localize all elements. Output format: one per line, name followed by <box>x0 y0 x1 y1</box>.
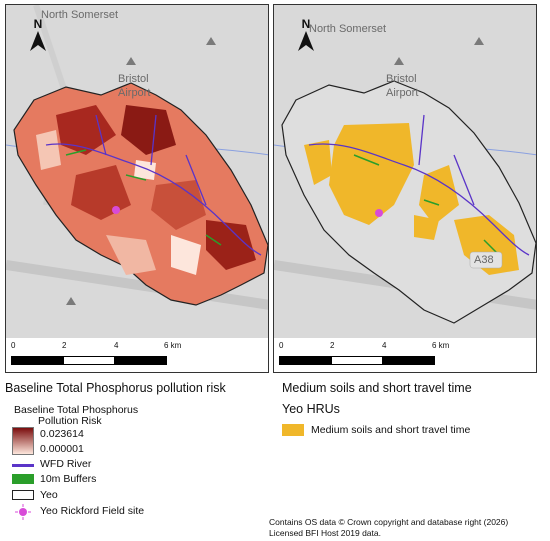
field-site-icon <box>15 504 31 520</box>
wfd-river-network <box>308 114 530 256</box>
ramp-min-label: 0.000001 <box>40 443 84 455</box>
place-label: Airport <box>386 87 419 99</box>
legend-field-site-label: Yeo Rickford Field site <box>40 505 145 517</box>
hru-map-canvas <box>274 5 536 338</box>
road-label: A38 <box>474 254 494 266</box>
legend-catchment-label: Yeo <box>40 489 58 501</box>
buffer-swatch <box>12 474 34 484</box>
place-label: North Somerset <box>309 23 387 35</box>
risk-color-ramp <box>12 427 34 455</box>
ramp-title-line1: Baseline Total Phosphorus <box>14 404 139 416</box>
north-arrow-icon: N <box>294 17 318 57</box>
legend-buffer-label: 10m Buffers <box>40 473 97 485</box>
risk-map-panel: North Somerset Bristol Airport N 0 2 4 6… <box>5 4 269 373</box>
place-label: Bristol <box>386 73 417 85</box>
place-label: North Somerset <box>41 9 119 21</box>
risk-patches <box>36 105 256 275</box>
hru-map-panel: North Somerset Bristol Airport A38 N 0 2… <box>273 4 537 373</box>
field-site-marker <box>112 206 120 214</box>
data-credit: Contains OS data © Crown copyright and d… <box>269 517 509 538</box>
risk-map-canvas <box>6 5 268 338</box>
ramp-title-line2: Pollution Risk <box>38 415 102 427</box>
river-line-swatch <box>12 464 34 467</box>
hru-patches <box>304 123 519 275</box>
legend-hru-label: Medium soils and short travel time <box>311 424 471 436</box>
right-legend-subtitle: Yeo HRUs <box>282 402 340 416</box>
place-label: Bristol <box>118 73 149 85</box>
buffer-strips <box>65 149 222 246</box>
wfd-river-network <box>45 114 262 256</box>
right-legend-title: Medium soils and short travel time <box>282 381 472 395</box>
place-label: Airport <box>118 87 151 99</box>
left-legend-title: Baseline Total Phosphorus pollution risk <box>5 381 226 395</box>
scale-bar: 0 2 4 6 km <box>6 338 268 372</box>
field-site-marker <box>375 209 383 217</box>
north-arrow-icon: N <box>26 17 50 57</box>
scale-bar: 0 2 4 6 km <box>274 338 536 372</box>
hru-swatch <box>282 424 304 436</box>
legend-river-label: WFD River <box>40 458 92 470</box>
ramp-max-label: 0.023614 <box>40 428 84 440</box>
catchment-swatch <box>12 490 34 500</box>
